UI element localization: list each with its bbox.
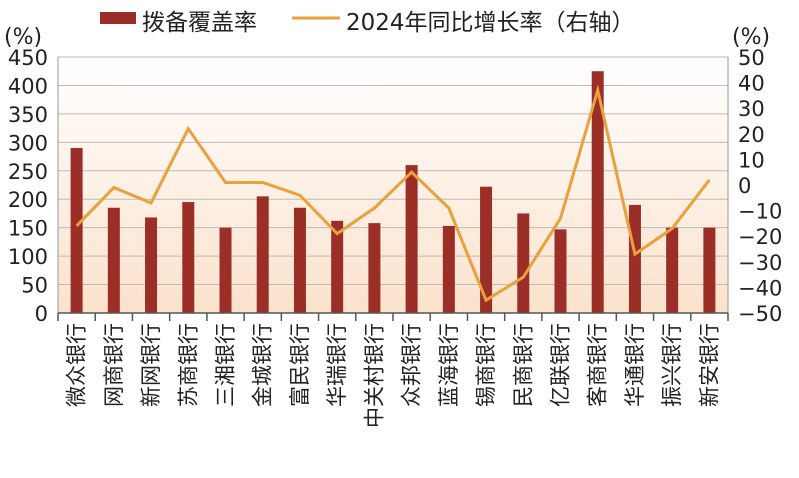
right-tick-label: 30 — [738, 97, 765, 121]
right-tick-label: 0 — [738, 174, 751, 198]
bar — [219, 227, 232, 313]
left-tick-label: 250 — [8, 160, 48, 184]
bar — [442, 225, 455, 313]
left-tick-label: 100 — [8, 245, 48, 269]
right-tick-label: −10 — [738, 200, 782, 224]
bar — [405, 165, 418, 313]
category-label: 新网银行 — [139, 323, 163, 407]
bar-series — [70, 71, 716, 313]
bar — [182, 202, 195, 313]
bar — [331, 220, 344, 313]
right-tick-label: 20 — [738, 123, 765, 147]
right-tick-label: −40 — [738, 276, 782, 300]
bar — [666, 227, 679, 313]
category-label: 锡商银行 — [474, 323, 498, 407]
category-label: 华瑞银行 — [325, 323, 349, 407]
bar — [368, 223, 381, 313]
bar — [480, 186, 493, 313]
category-label: 众邦银行 — [400, 323, 424, 407]
category-label: 微众银行 — [65, 323, 89, 407]
left-tick-label: 50 — [21, 274, 48, 298]
right-tick-label: 40 — [738, 72, 765, 96]
right-tick-label: 50 — [738, 46, 765, 70]
left-tick-label: 400 — [8, 74, 48, 98]
line-series — [75, 84, 711, 303]
left-tick-label: 0 — [35, 302, 48, 326]
category-label: 苏商银行 — [176, 323, 200, 407]
category-label: 振兴银行 — [660, 323, 684, 407]
right-tick-label: −50 — [738, 302, 782, 326]
legend-line-label: 2024年同比增长率（右轴） — [346, 10, 635, 36]
category-label: 富民银行 — [288, 323, 312, 407]
bar — [70, 148, 83, 313]
legend: 拨备覆盖率 2024年同比增长率（右轴） — [100, 10, 635, 36]
bar — [628, 204, 641, 313]
category-label: 中关村银行 — [362, 323, 386, 428]
bar — [554, 229, 567, 313]
bar — [145, 217, 158, 313]
gridlines — [57, 56, 729, 313]
bar — [256, 196, 269, 313]
x-axis-ticks — [57, 313, 729, 321]
left-tick-label: 200 — [8, 188, 48, 212]
right-tick-label: 10 — [738, 148, 765, 172]
category-label: 华通银行 — [623, 323, 647, 407]
left-tick-label: 300 — [8, 131, 48, 155]
left-axis-unit: (%) — [4, 25, 42, 50]
bar — [107, 207, 120, 313]
right-axis-unit: (%) — [732, 25, 770, 50]
category-label: 金城银行 — [251, 323, 275, 407]
category-label: 三湘银行 — [214, 323, 238, 407]
right-tick-label: −30 — [738, 251, 782, 275]
plot-background — [58, 57, 728, 313]
category-label: 民商银行 — [511, 323, 535, 407]
category-label: 亿联银行 — [549, 323, 573, 407]
category-label: 蓝海银行 — [437, 323, 461, 407]
right-tick-label: −20 — [738, 225, 782, 249]
left-tick-label: 350 — [8, 103, 48, 127]
category-label: 网商银行 — [102, 323, 126, 407]
legend-bar-swatch — [100, 12, 136, 24]
category-labels: 微众银行 网商银行 新网银行 苏商银行 三湘银行 金城银行 富民银行 华瑞银行 中关村银行 众邦银… — [65, 323, 722, 428]
bar — [703, 227, 716, 313]
left-tick-label: 450 — [8, 46, 48, 70]
bar — [591, 71, 604, 313]
left-axis-ticks: 0 50 100 150 200 250 300 350 400 450 — [8, 46, 48, 326]
bar — [293, 207, 306, 313]
legend-bar-label: 拨备覆盖率 — [142, 10, 257, 36]
category-label: 客商银行 — [586, 323, 610, 407]
bar — [517, 213, 530, 313]
category-label: 新安银行 — [697, 323, 721, 407]
left-tick-label: 150 — [8, 217, 48, 241]
